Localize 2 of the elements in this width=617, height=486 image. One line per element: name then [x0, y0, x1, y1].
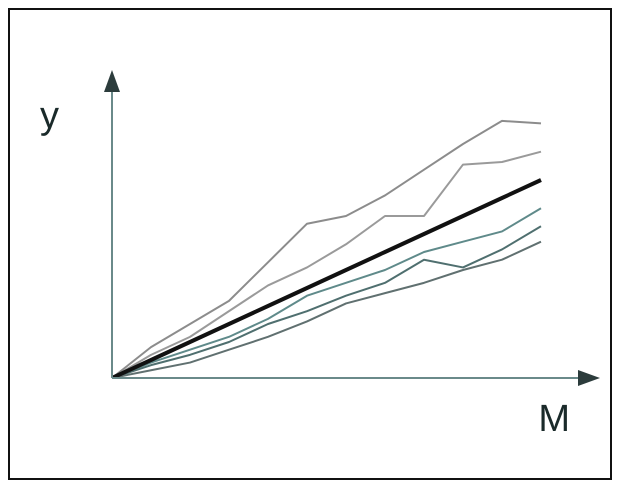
x-axis-title: M [538, 398, 570, 441]
y-axis-title: y [40, 95, 59, 138]
